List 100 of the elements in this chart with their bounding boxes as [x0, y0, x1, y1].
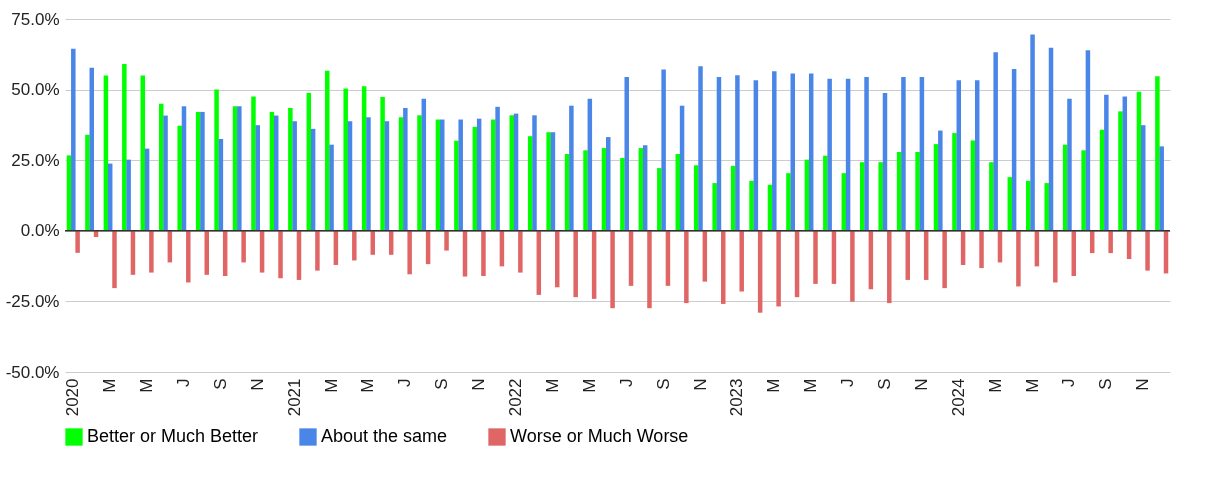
bar [684, 230, 689, 304]
bar [352, 230, 357, 261]
bar [661, 69, 666, 231]
y-tick-label: 75.0% [11, 9, 60, 29]
y-tick-label: 25.0% [11, 150, 60, 170]
bar [149, 230, 154, 273]
y-tick-label: 50.0% [11, 80, 60, 100]
bar [905, 230, 910, 280]
bar [241, 230, 246, 263]
bar [1118, 111, 1123, 231]
bar [735, 75, 740, 231]
x-tick-label: N [1133, 378, 1153, 391]
bar [887, 230, 892, 304]
bar [938, 130, 943, 231]
bar [979, 230, 984, 269]
bar [546, 132, 551, 231]
x-tick-label: 2024 [948, 378, 968, 417]
bar [721, 230, 726, 304]
bar [186, 230, 191, 283]
x-tick-label: 2023 [727, 378, 747, 417]
bar [343, 88, 348, 231]
bar [200, 111, 205, 231]
x-tick-label: S [653, 378, 673, 390]
bar [993, 52, 998, 231]
x-tick-label: M [358, 378, 378, 393]
bar [739, 230, 744, 292]
bar [509, 115, 514, 231]
bar [749, 180, 754, 231]
x-tick-label: S [874, 378, 894, 390]
bar [71, 48, 76, 231]
bar [1104, 94, 1109, 231]
bar [776, 230, 781, 307]
bar [177, 125, 182, 231]
bar [901, 76, 906, 231]
x-tick-label: M [321, 378, 341, 393]
x-tick-label: 2020 [63, 378, 83, 417]
x-tick-label: J [173, 378, 193, 387]
bar [403, 107, 408, 231]
bar [813, 230, 818, 284]
x-tick-label: S [432, 378, 452, 390]
y-tick-label: -50.0% [5, 362, 60, 382]
x-tick-label: M [985, 378, 1005, 393]
bar [163, 115, 168, 231]
x-tick-label: M [100, 378, 120, 393]
bar [1030, 34, 1035, 231]
bar [606, 137, 611, 231]
bar [366, 117, 371, 231]
x-tick-label: M [801, 378, 821, 393]
bar [380, 96, 385, 231]
bar [1067, 98, 1072, 231]
bar [698, 66, 703, 231]
bar [952, 133, 957, 231]
x-tick-label: S [210, 378, 230, 390]
bar [417, 115, 422, 231]
bar [251, 96, 256, 231]
bar [532, 115, 537, 231]
x-tick-label: N [469, 378, 489, 391]
bar [1155, 76, 1160, 231]
y-tick-label: 0.0% [20, 221, 60, 241]
bar [1053, 230, 1058, 283]
bar [315, 230, 320, 271]
x-tick-label: 2021 [284, 378, 304, 417]
bar [204, 230, 209, 275]
bar [444, 230, 449, 251]
bar [237, 106, 242, 231]
x-tick-label: M [1022, 378, 1042, 393]
bar [827, 78, 832, 231]
bar [1141, 125, 1146, 231]
bar [122, 63, 127, 231]
bar [495, 106, 500, 231]
bar [292, 121, 297, 231]
bar [329, 144, 334, 231]
bar [942, 230, 947, 289]
x-tick-label: N [247, 378, 267, 391]
bar [481, 230, 486, 276]
x-tick-label: J [395, 378, 415, 387]
bar [647, 230, 652, 309]
bar [610, 230, 615, 309]
bar [75, 230, 80, 253]
bar [278, 230, 283, 279]
bar [915, 152, 920, 231]
bar [458, 119, 463, 231]
bar [325, 70, 330, 231]
legend-label: About the same [321, 426, 448, 446]
bar [288, 107, 293, 231]
bar [1145, 230, 1150, 271]
bar [583, 150, 588, 231]
bar [1044, 183, 1049, 231]
bar [89, 67, 94, 231]
x-tick-label: M [137, 378, 157, 393]
x-tick-label: M [579, 378, 599, 393]
legend-label: Better or Much Better [87, 426, 259, 446]
bar [878, 162, 883, 231]
bar [569, 105, 574, 231]
x-tick-label: J [838, 378, 858, 387]
bar [518, 230, 523, 273]
bar [624, 76, 629, 231]
bar [864, 76, 869, 231]
bar [126, 159, 131, 231]
x-tick-label: S [1096, 378, 1116, 390]
